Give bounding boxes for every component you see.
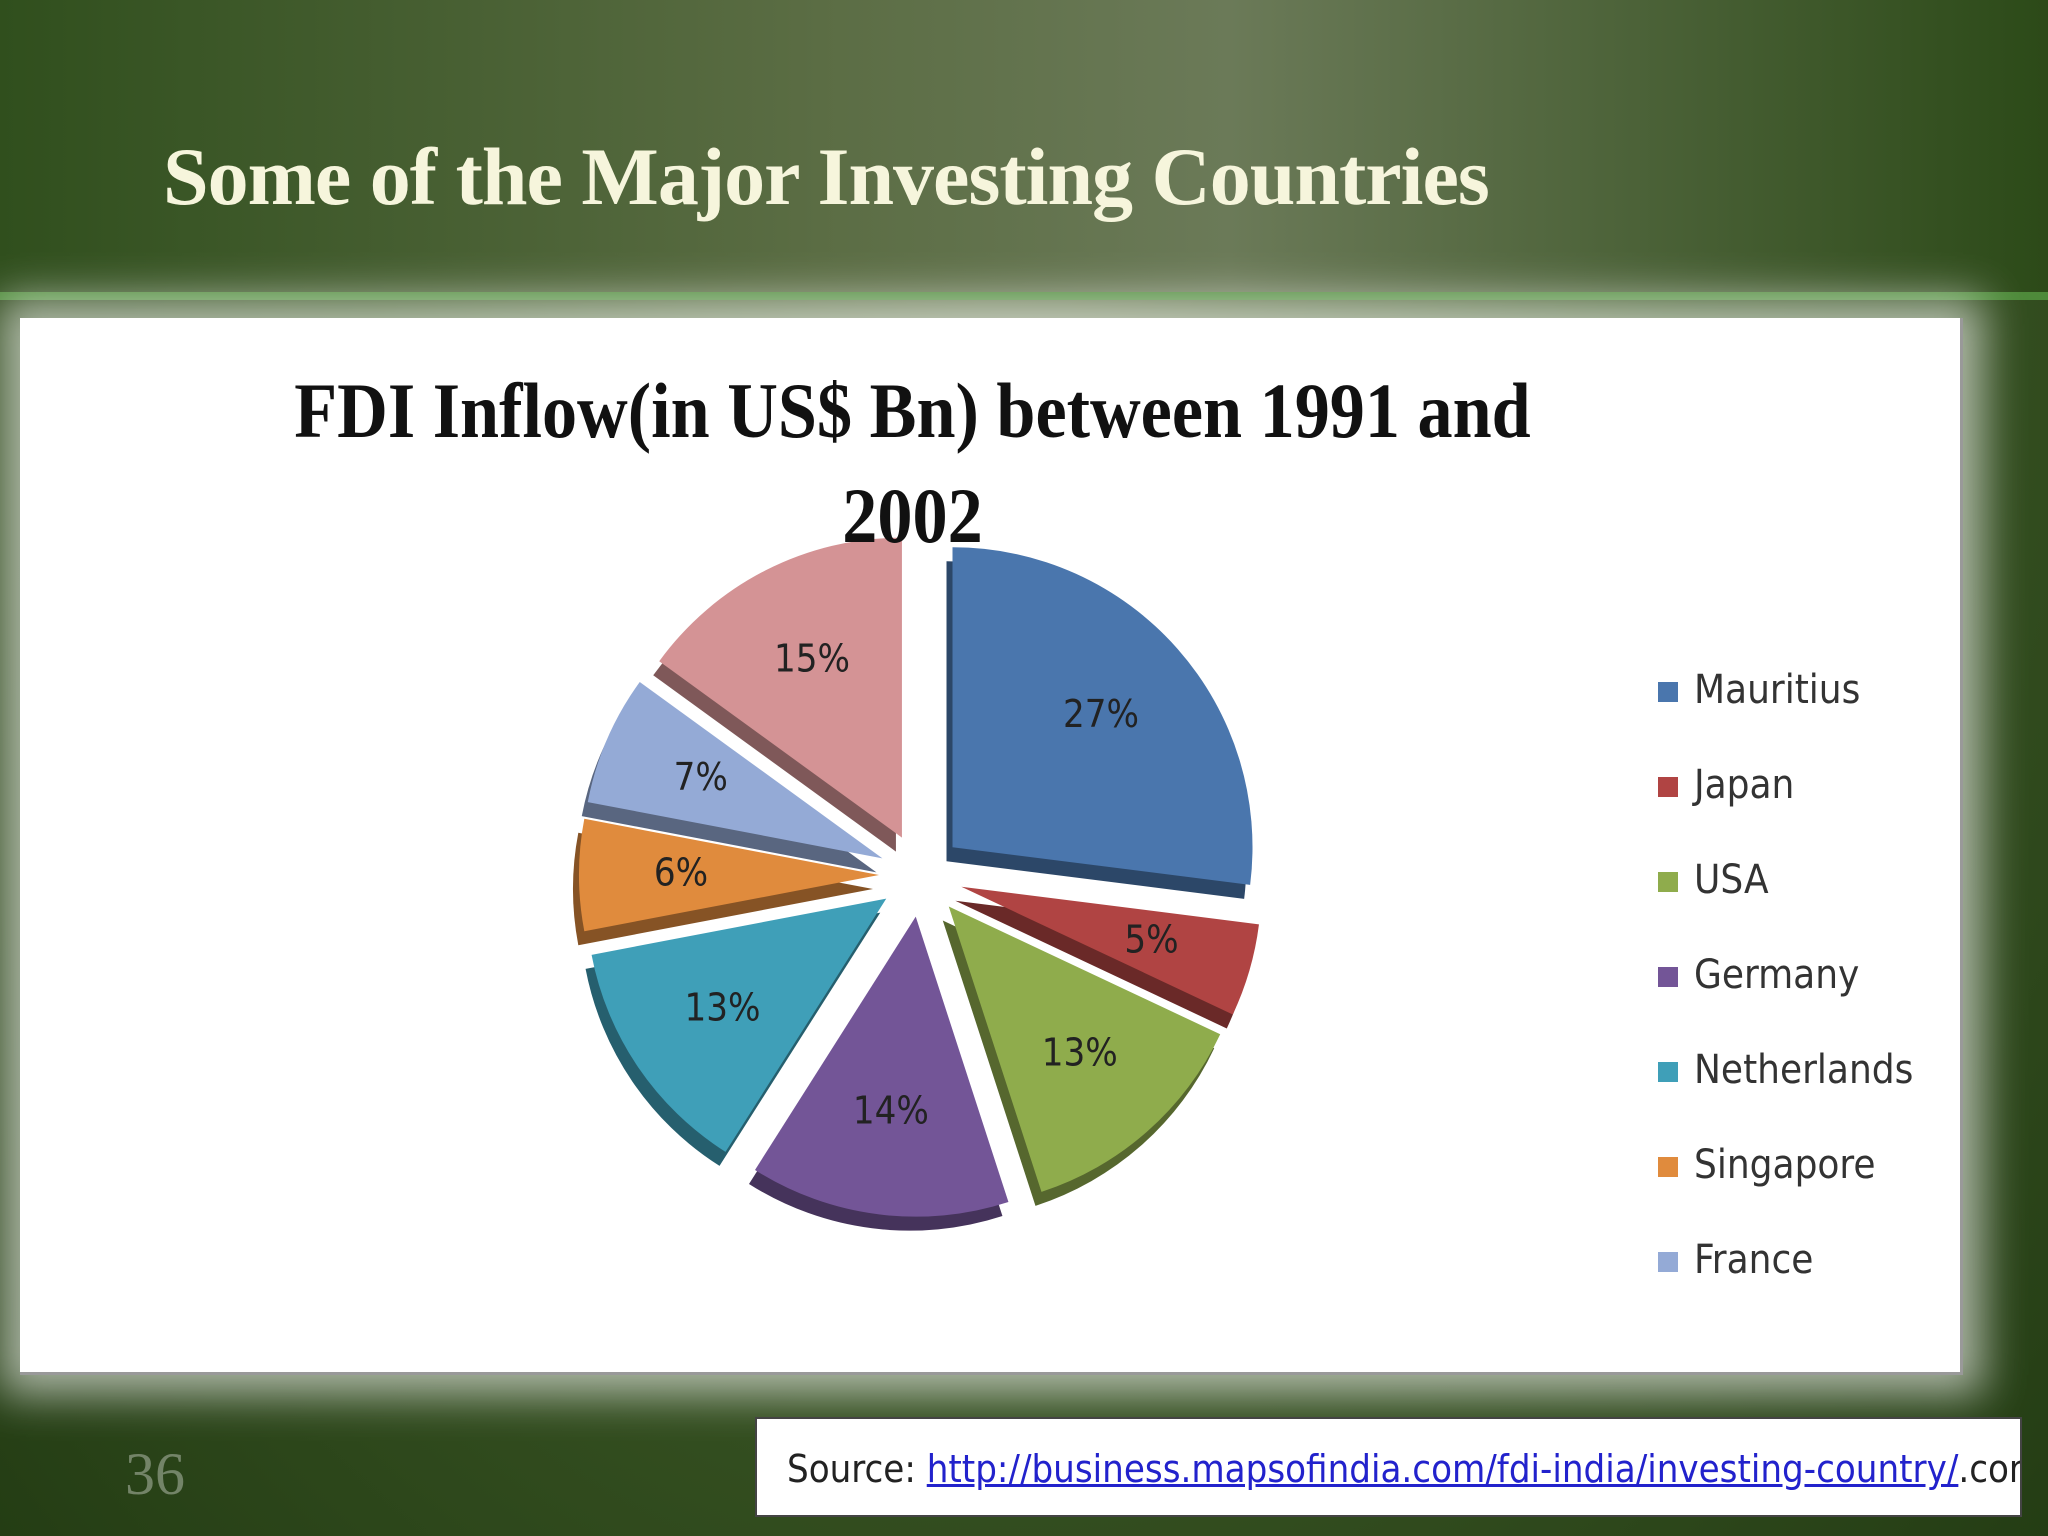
chart: 27% 5% 13% 14% 13% 6% 7% 15% Mauritius Japan USA Ge… bbox=[573, 537, 1913, 1283]
legend-label: Netherlands bbox=[1694, 1047, 1913, 1093]
slice bbox=[587, 681, 883, 859]
data-label: 5% bbox=[1124, 917, 1178, 961]
data-label: 14% bbox=[853, 1089, 929, 1133]
slice bbox=[579, 818, 879, 932]
chart-panel: 27% 5% 13% 14% 13% 6% 7% 15% Mauritius Japan USA Ge… bbox=[20, 318, 1963, 1375]
slice bbox=[591, 898, 887, 1152]
slide-title: Some of the Major Investing Countries bbox=[163, 131, 1490, 222]
legend-swatch bbox=[1658, 777, 1678, 797]
legend-label: USA bbox=[1694, 857, 1769, 903]
legend-swatch bbox=[1658, 1157, 1678, 1177]
legend-swatch bbox=[1658, 872, 1678, 892]
data-label: 13% bbox=[685, 985, 761, 1029]
chart-title: FDI Inflow(in US$ Bn) between 1991 and 2… bbox=[294, 367, 1531, 560]
data-label: 13% bbox=[1042, 1031, 1118, 1075]
slice bbox=[659, 537, 902, 838]
legend-swatch bbox=[1658, 682, 1678, 702]
legend-swatch bbox=[1658, 967, 1678, 987]
legend-label: France bbox=[1694, 1237, 1813, 1283]
data-label: 7% bbox=[674, 755, 728, 799]
source: Source: http://business.mapsofindia.com/… bbox=[755, 1417, 2022, 1517]
slide-number: 36 bbox=[125, 1441, 185, 1507]
slice bbox=[754, 916, 1009, 1217]
source-suffix: .com bbox=[1958, 1447, 2020, 1491]
source-label: Source: bbox=[787, 1447, 916, 1491]
legend-label: Germany bbox=[1694, 952, 1859, 998]
legend-label: Mauritius bbox=[1694, 667, 1860, 713]
legend-swatch bbox=[1658, 1252, 1678, 1272]
data-label: 6% bbox=[654, 851, 708, 895]
data-label: 27% bbox=[1063, 692, 1139, 736]
data-label: 15% bbox=[774, 637, 850, 681]
source-link[interactable]: http://business.mapsofindia.com/fdi-indi… bbox=[926, 1447, 1959, 1491]
legend-swatch bbox=[1658, 1062, 1678, 1082]
slice bbox=[948, 906, 1221, 1192]
legend-label: Japan bbox=[1692, 762, 1794, 808]
slice bbox=[961, 886, 1259, 1015]
header bbox=[0, 0, 2048, 300]
legend-label: Singapore bbox=[1694, 1142, 1875, 1188]
slice bbox=[952, 547, 1253, 885]
